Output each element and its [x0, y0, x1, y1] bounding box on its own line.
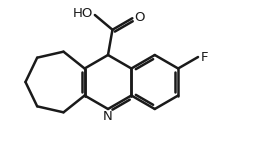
Text: N: N — [103, 110, 113, 123]
Text: O: O — [134, 11, 145, 24]
Text: F: F — [201, 51, 209, 64]
Text: HO: HO — [73, 7, 93, 21]
